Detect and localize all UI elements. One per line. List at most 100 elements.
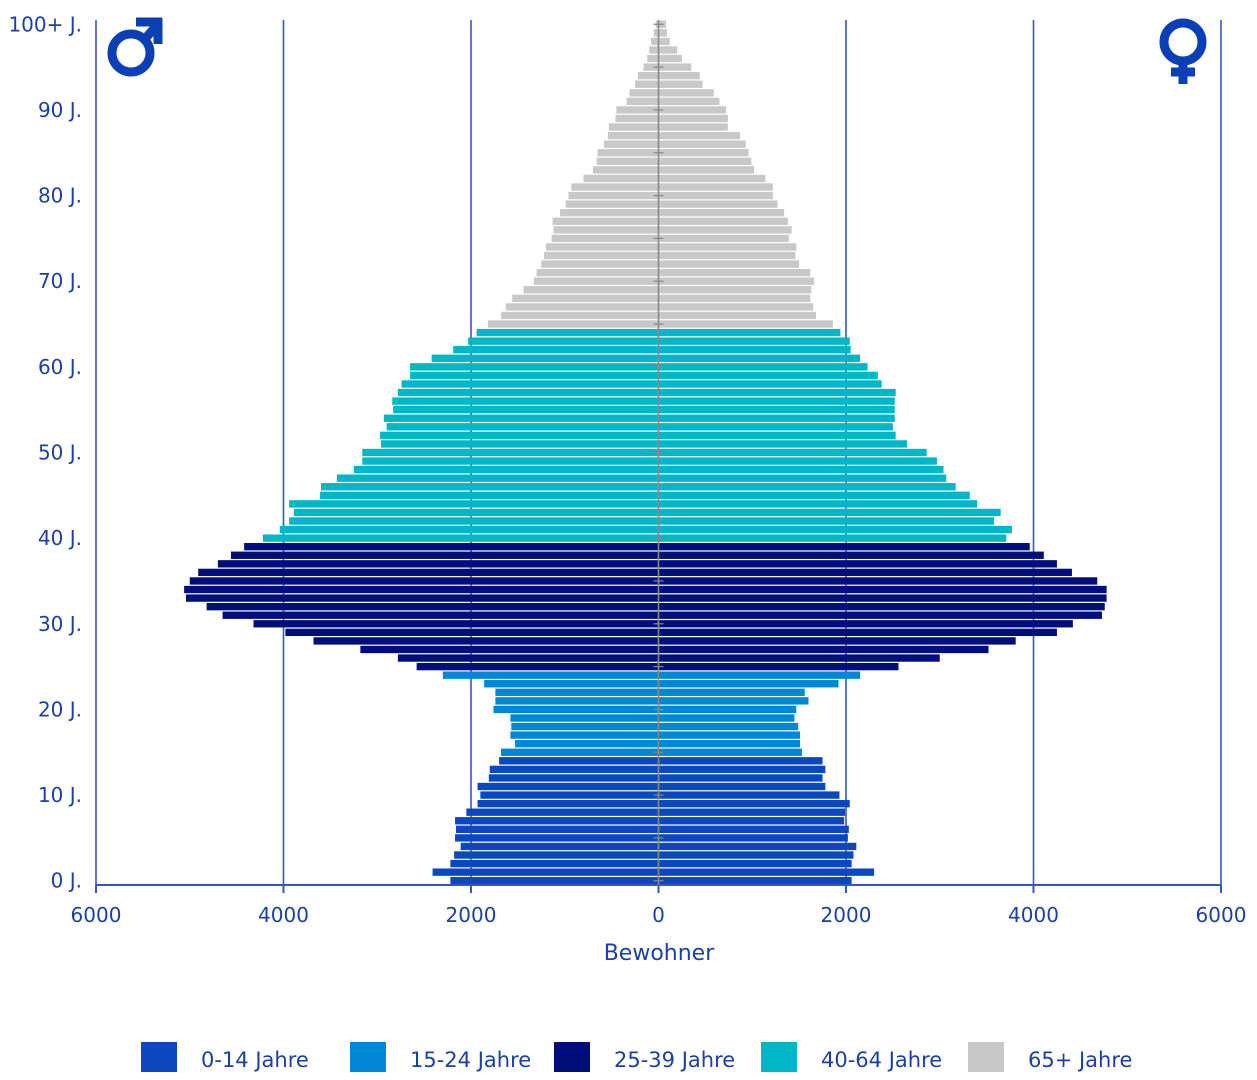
bar-female-age-34 bbox=[658, 585, 1107, 594]
bar-female-age-93 bbox=[658, 80, 703, 88]
bar-male-age-17 bbox=[510, 731, 659, 739]
bar-female-age-62 bbox=[658, 346, 851, 354]
bar-female-age-13 bbox=[658, 765, 826, 774]
bar-male-age-8 bbox=[466, 808, 659, 816]
bar-male-age-90 bbox=[616, 106, 659, 114]
bar-female-age-30 bbox=[658, 620, 1073, 628]
x-tick-label-1: 4000 bbox=[258, 903, 309, 927]
bar-female-age-87 bbox=[658, 131, 741, 140]
y-axis-tick-labels: 0 J. 10 J. 20 J. 30 J. 40 J. 50 J. 60 J. 70 J. 8… bbox=[8, 12, 82, 892]
bar-female-age-57 bbox=[658, 388, 896, 397]
x-tick-label-5: 4000 bbox=[1008, 903, 1059, 927]
bar-male-age-78 bbox=[560, 209, 659, 217]
legend-label-65-plus: 65+ Jahre bbox=[1028, 1048, 1133, 1072]
bar-male-age-96 bbox=[647, 54, 659, 63]
bar-male-age-70 bbox=[533, 277, 659, 285]
bar-female-age-92 bbox=[658, 89, 714, 97]
bar-male-age-45 bbox=[320, 491, 659, 500]
bar-female-age-23 bbox=[658, 680, 839, 688]
bar-male-age-43 bbox=[293, 508, 659, 517]
bar-male-age-57 bbox=[397, 388, 659, 397]
bar-male-age-29 bbox=[285, 628, 659, 637]
bar-male-age-2 bbox=[450, 859, 659, 868]
bar-male-age-19 bbox=[510, 714, 659, 722]
bar-female-age-58 bbox=[658, 380, 882, 388]
bar-male-age-77 bbox=[552, 217, 659, 225]
bar-male-age-5 bbox=[455, 834, 659, 842]
bar-female-age-70 bbox=[658, 277, 815, 285]
bar-male-age-3 bbox=[454, 851, 659, 859]
bar-female-age-41 bbox=[658, 525, 1012, 534]
bar-male-age-67 bbox=[505, 303, 659, 311]
bar-female-age-17 bbox=[658, 731, 801, 739]
bar-female-age-16 bbox=[658, 740, 801, 748]
bar-female-age-82 bbox=[658, 174, 766, 183]
bar-male-age-15 bbox=[501, 748, 659, 756]
bar-female-age-8 bbox=[658, 808, 846, 816]
bar-female-age-83 bbox=[658, 166, 755, 174]
bar-female-age-25 bbox=[658, 662, 899, 671]
bar-male-age-39 bbox=[244, 543, 659, 551]
bar-male-age-40 bbox=[262, 534, 659, 542]
bar-female-age-75 bbox=[658, 234, 789, 243]
bar-female-age-33 bbox=[658, 594, 1107, 602]
bar-male-age-65 bbox=[487, 320, 659, 328]
bar-female-age-89 bbox=[658, 114, 728, 123]
bar-male-age-41 bbox=[279, 525, 659, 534]
bar-female-age-68 bbox=[658, 294, 811, 303]
bar-male-age-84 bbox=[596, 157, 659, 165]
bar-female-age-84 bbox=[658, 157, 752, 165]
bar-male-age-20 bbox=[493, 705, 659, 714]
bar-female-age-32 bbox=[658, 602, 1105, 611]
bar-male-age-93 bbox=[635, 80, 659, 88]
bar-female-age-21 bbox=[658, 697, 809, 705]
bar-female-age-50 bbox=[658, 448, 927, 457]
bar-female-age-60 bbox=[658, 363, 868, 371]
y-tick-label-3: 30 J. bbox=[38, 612, 82, 636]
bar-male-age-9 bbox=[477, 799, 659, 808]
bar-male-age-10 bbox=[480, 791, 659, 799]
bar-male-age-36 bbox=[198, 568, 659, 577]
bar-female-age-96 bbox=[658, 54, 682, 63]
bar-male-age-87 bbox=[607, 131, 659, 140]
y-tick-label-10: 100+ J. bbox=[8, 12, 82, 36]
bar-female-age-54 bbox=[658, 414, 895, 422]
legend-label-15-24: 15-24 Jahre bbox=[410, 1048, 532, 1072]
bar-female-age-95 bbox=[658, 63, 692, 71]
bar-female-age-99 bbox=[658, 29, 667, 37]
bar-female-age-15 bbox=[658, 748, 802, 756]
bar-male-age-18 bbox=[511, 722, 659, 731]
bar-female-age-61 bbox=[658, 354, 861, 362]
bar-male-age-33 bbox=[186, 594, 659, 602]
bar-female-age-78 bbox=[658, 209, 785, 217]
bar-male-age-26 bbox=[397, 654, 659, 662]
bar-male-age-60 bbox=[410, 363, 659, 371]
bar-female-age-46 bbox=[658, 483, 956, 491]
x-tick-label-6: 6000 bbox=[1196, 903, 1247, 927]
bar-male-age-4 bbox=[460, 842, 659, 851]
bar-male-age-46 bbox=[321, 483, 659, 491]
bar-male-age-62 bbox=[453, 346, 659, 354]
bar-male-age-91 bbox=[626, 97, 659, 106]
legend-label-40-64: 40-64 Jahre bbox=[821, 1048, 943, 1072]
bar-male-age-63 bbox=[468, 337, 659, 345]
population-pyramid-chart: 0 J. 10 J. 20 J. 30 J. 40 J. 50 J. 60 J. 70 J. 8… bbox=[8, 12, 1247, 966]
bar-male-age-37 bbox=[217, 560, 659, 568]
bar-female-age-37 bbox=[658, 560, 1057, 568]
bar-female-age-28 bbox=[658, 637, 1016, 645]
bar-male-age-86 bbox=[604, 140, 659, 148]
bar-male-age-51 bbox=[381, 440, 659, 448]
bar-female-age-22 bbox=[658, 688, 805, 696]
bar-male-age-24 bbox=[442, 671, 659, 679]
bar-male-age-80 bbox=[568, 191, 659, 200]
bar-female-age-59 bbox=[658, 371, 878, 380]
bar-female-age-18 bbox=[658, 722, 799, 731]
bar-male-age-25 bbox=[416, 662, 659, 671]
bar-male-age-73 bbox=[544, 251, 659, 260]
bar-female-age-20 bbox=[658, 705, 797, 714]
legend: 0-14 Jahre 15-24 Jahre 25-39 Jahre 40-64… bbox=[0, 1040, 1257, 1080]
bar-female-age-98 bbox=[658, 37, 670, 46]
bar-male-age-27 bbox=[360, 645, 659, 654]
bar-male-age-16 bbox=[515, 740, 659, 748]
bar-female-age-26 bbox=[658, 654, 940, 662]
